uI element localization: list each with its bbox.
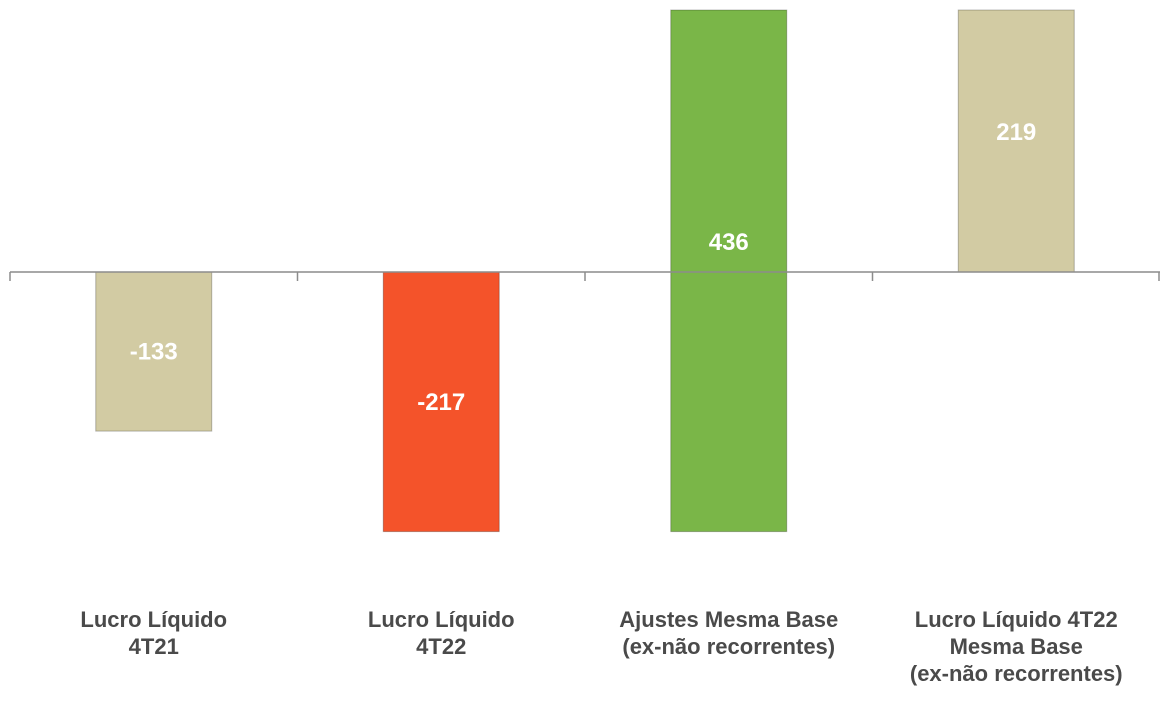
category-label-line: Lucro Líquido xyxy=(367,607,515,632)
category-label-2: Lucro Líquido 4T22 xyxy=(296,606,586,660)
value-label-1: -133 xyxy=(130,339,178,366)
category-label-3: Ajustes Mesma Base (ex-não recorrentes) xyxy=(584,606,874,660)
category-label-line: (ex-não recorrentes) xyxy=(622,634,836,659)
category-label-line: (ex-não recorrentes) xyxy=(909,661,1123,686)
category-label-line: 4T21 xyxy=(128,634,179,659)
value-label-4: 219 xyxy=(996,119,1036,146)
category-label-1: Lucro Líquido 4T21 xyxy=(9,606,299,660)
value-label-2: -217 xyxy=(417,389,465,416)
bar-1 xyxy=(95,271,213,432)
category-label-line: Lucro Líquido xyxy=(80,607,228,632)
category-label-line: Lucro Líquido 4T22 xyxy=(914,607,1118,632)
category-label-line: Mesma Base xyxy=(949,634,1083,659)
value-labels: -133 -217 436 219 xyxy=(130,119,1037,416)
x-axis xyxy=(9,271,1160,281)
category-label-line: 4T22 xyxy=(416,634,467,659)
category-label-4: Lucro Líquido 4T22 Mesma Base (ex-não reco… xyxy=(871,606,1160,687)
bars-layer xyxy=(95,9,1075,533)
value-label-3: 436 xyxy=(709,229,749,256)
category-label-line: Ajustes Mesma Base xyxy=(619,607,839,632)
bar-3 xyxy=(670,9,788,533)
bar-4 xyxy=(957,9,1075,273)
bar-2 xyxy=(382,271,500,533)
